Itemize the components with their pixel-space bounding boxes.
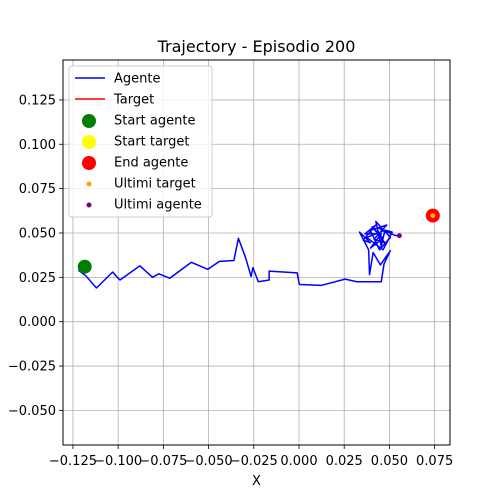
series-line-agente [77, 220, 400, 289]
y-tick-label: 0.050 [19, 226, 56, 241]
x-tick-label: 0.025 [326, 454, 363, 469]
legend: Agente Target Start agente Start target End … [68, 65, 213, 218]
y-tick-label: 0.025 [19, 271, 56, 286]
x-tick-label: −0.075 [139, 454, 187, 469]
legend-label-ultimi-agente: Ultimi agente [114, 198, 202, 213]
y-tick-label: 0.100 [19, 138, 56, 153]
chart-title: Trajectory - Episodio 200 [157, 37, 356, 56]
x-tick-label: 0.075 [416, 454, 453, 469]
legend-label-end-agente: End agente [114, 156, 188, 171]
legend-box [68, 65, 213, 218]
plot-frame [62, 59, 451, 446]
legend-swatch-start-target [82, 135, 96, 149]
marker-layer [77, 208, 440, 274]
marker-ultimi-agente [396, 233, 402, 239]
legend-label-agente: Agente [114, 72, 160, 87]
legend-swatch-end-agente [82, 156, 96, 170]
x-axis-label: X [252, 474, 261, 489]
marker-ultimi-target [430, 213, 436, 219]
legend-swatch-start-agente [82, 114, 96, 128]
y-tick-label: −0.025 [8, 360, 56, 375]
x-tick-label: 0.050 [371, 454, 408, 469]
x-tick-label: −0.050 [185, 454, 233, 469]
legend-label-target: Target [113, 93, 154, 108]
axis-ticks: −0.125−0.100−0.075−0.050−0.025 0.000 0.025… [8, 93, 453, 469]
legend-label-start-target: Start target [114, 135, 189, 150]
y-tick-label: −0.050 [8, 404, 56, 419]
y-tick-label: 0.125 [19, 93, 56, 108]
y-tick-label: 0.075 [19, 182, 56, 197]
x-tick-label: −0.125 [49, 454, 97, 469]
x-tick-label: 0.000 [280, 454, 317, 469]
x-tick-label: −0.025 [230, 454, 278, 469]
legend-swatch-ultimi-target [86, 181, 92, 187]
marker-start-agente [77, 259, 92, 274]
legend-label-start-agente: Start agente [114, 114, 195, 129]
y-tick-label: 0.000 [19, 315, 56, 330]
legend-swatch-ultimi-agente [86, 202, 92, 208]
legend-label-ultimi-target: Ultimi target [114, 177, 196, 192]
x-tick-label: −0.100 [94, 454, 142, 469]
